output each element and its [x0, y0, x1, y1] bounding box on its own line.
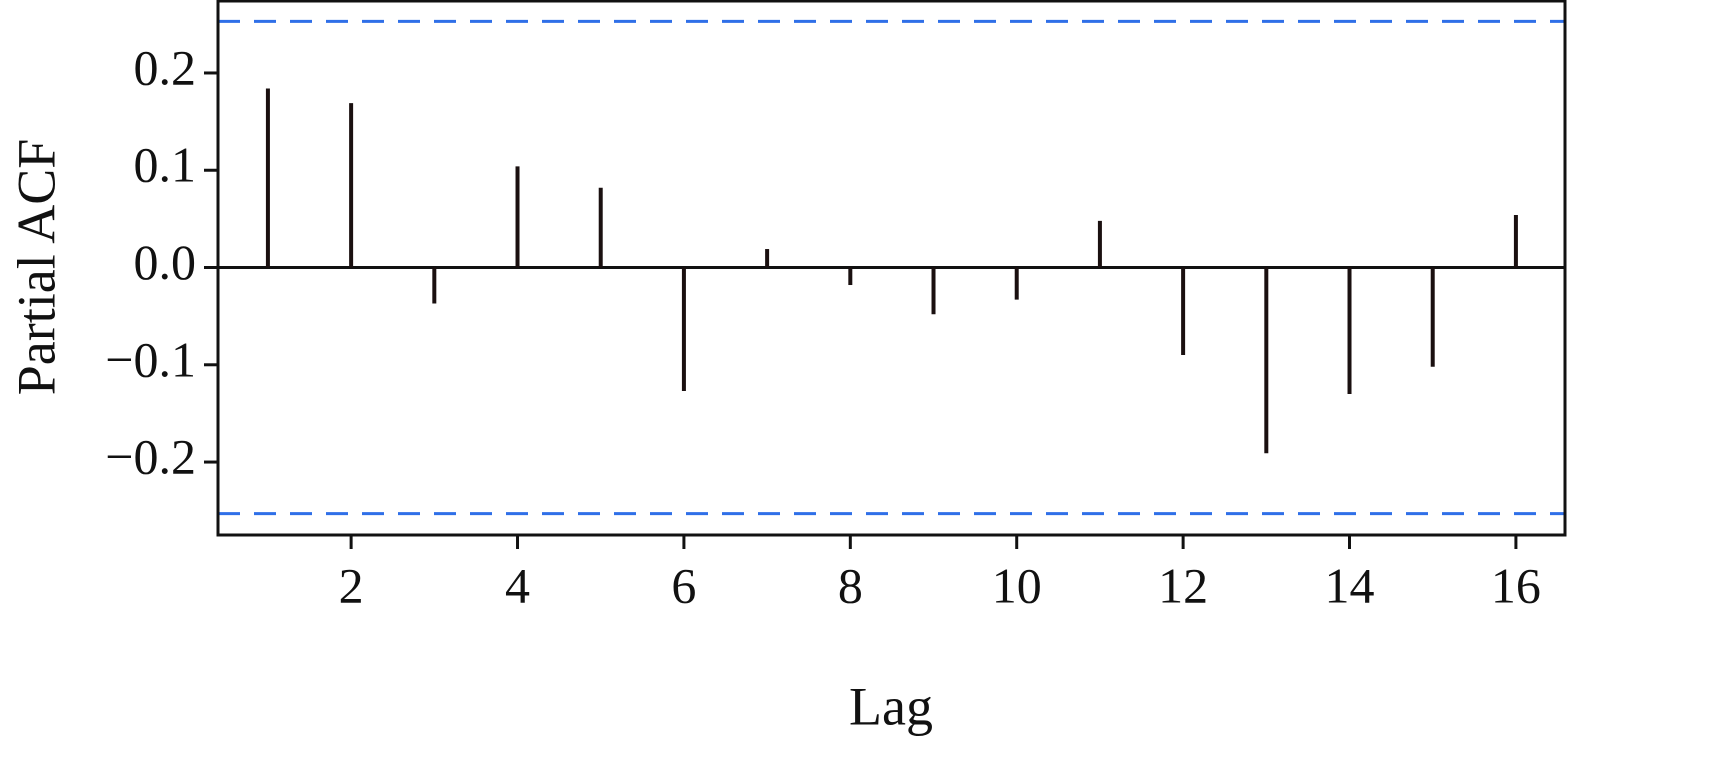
y-axis-label: Partial ACF: [6, 139, 66, 396]
y-tick-label: 0.1: [134, 137, 197, 193]
x-tick-label: 10: [992, 557, 1042, 613]
y-tick-label: −0.2: [105, 429, 196, 485]
y-tick-label: 0.2: [134, 39, 197, 95]
x-tick-label: 2: [339, 557, 364, 613]
plot-frame: [216, 0, 1567, 537]
y-tick-label: −0.1: [105, 331, 196, 387]
x-tick-label: 12: [1158, 557, 1208, 613]
x-axis-label: Lag: [849, 676, 933, 736]
y-tick-label: 0.0: [134, 234, 197, 290]
x-tick-label: 16: [1491, 557, 1541, 613]
x-tick-label: 6: [671, 557, 696, 613]
x-tick-label: 4: [505, 557, 530, 613]
x-tick-label: 14: [1325, 557, 1375, 613]
x-tick-label: 8: [838, 557, 863, 613]
